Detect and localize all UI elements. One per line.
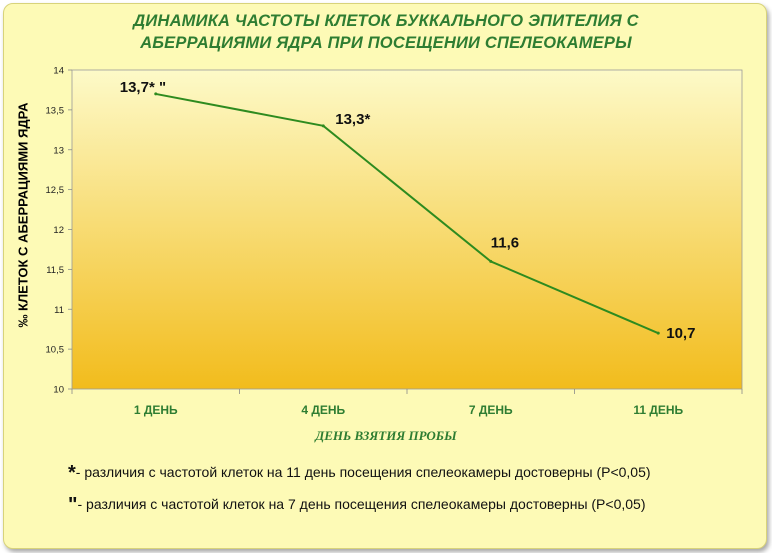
- footnote-2-text: - различия с частотой клеток на 7 день п…: [77, 496, 646, 512]
- data-point: [321, 124, 325, 128]
- y-axis-title: ‰ КЛЕТОК С АБЕРРАЦИЯМИ ЯДРА: [15, 102, 31, 328]
- chart-title-line-1: ДИНАМИКА ЧАСТОТЫ КЛЕТОК БУККАЛЬНОГО ЭПИТ…: [133, 12, 639, 30]
- x-axis: 1 ДЕНЬ 4 ДЕНЬ 7 ДЕНЬ 11 ДЕНЬ: [71, 389, 743, 417]
- footnote-1-mark: *: [68, 462, 76, 484]
- data-label: 11,6: [491, 234, 519, 251]
- y-tick-label: 10,5: [46, 345, 65, 356]
- data-label: 13,3*: [335, 111, 370, 128]
- x-tick-label: 11 ДЕНЬ: [633, 403, 683, 417]
- data-point: [656, 331, 660, 335]
- y-tick-label: 13: [53, 145, 64, 156]
- data-point: [154, 92, 158, 96]
- y-tick-label: 14: [53, 66, 64, 77]
- data-labels-group: 13,7* " 13,3* 11,6 10,7: [120, 79, 696, 342]
- plot-area: [71, 69, 743, 390]
- chart-title: ДИНАМИКА ЧАСТОТЫ КЛЕТОК БУККАЛЬНОГО ЭПИТ…: [0, 10, 772, 54]
- y-tick-label: 11,5: [46, 265, 64, 276]
- y-tick-label: 10: [53, 385, 64, 396]
- data-label: 10,7: [666, 325, 695, 342]
- data-point: [489, 259, 493, 263]
- y-tick-label: 12: [53, 225, 64, 236]
- x-tick-label: 4 ДЕНЬ: [301, 403, 345, 417]
- series-group: [154, 92, 660, 335]
- chart-title-line-2: АБЕРРАЦИЯМИ ЯДРА ПРИ ПОСЕЩЕНИИ СПЕЛЕОКАМ…: [140, 34, 632, 52]
- y-tick-label: 13,5: [46, 105, 65, 116]
- y-tick-label: 11: [54, 305, 64, 316]
- footnote-1: *- различия с частотой клеток на 11 день…: [68, 462, 651, 485]
- data-label: 13,7* ": [120, 79, 166, 96]
- series-line: [155, 92, 659, 335]
- x-tick-label: 1 ДЕНЬ: [134, 403, 178, 417]
- footnote-2-mark: ": [68, 494, 78, 516]
- y-axis: 10 10,5 11 11,5 12 12,5 13 13,5 14: [46, 66, 72, 396]
- x-axis-title: ДЕНЬ ВЗЯТИЯ ПРОБЫ: [315, 428, 457, 443]
- y-tick-label: 12,5: [46, 185, 65, 196]
- footnote-1-text: - различия с частотой клеток на 11 день …: [75, 464, 651, 480]
- x-tick-label: 7 ДЕНЬ: [469, 403, 513, 417]
- footnote-2: "- различия с частотой клеток на 7 день …: [68, 494, 645, 517]
